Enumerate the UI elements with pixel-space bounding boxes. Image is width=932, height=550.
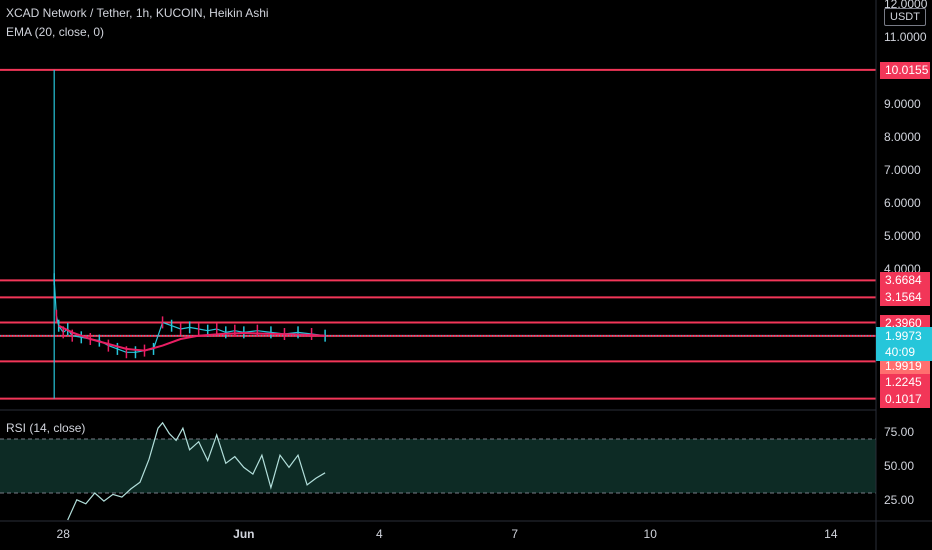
- price-tick-label: 7.0000: [884, 162, 921, 177]
- time-tick-label: 28: [56, 527, 70, 541]
- price-series: [53, 69, 326, 399]
- rsi-series: [67, 421, 326, 521]
- rsi-band: [0, 438, 876, 494]
- price-tick-label: 11.0000: [884, 30, 927, 45]
- time-tick-label: 4: [375, 527, 383, 541]
- price-tick-label: 6.0000: [884, 196, 921, 210]
- price-tick-label: 9.0000: [884, 96, 921, 111]
- rsi-band-fill: [0, 439, 876, 493]
- level-badge-1: 3.6684: [880, 272, 930, 290]
- time-tick-label: Jun: [233, 527, 255, 541]
- ema-line: [58, 324, 326, 352]
- time-tick-label: 10: [643, 527, 657, 541]
- current-price-value: 1.9973: [885, 328, 922, 343]
- rsi-tick-label: 75.00: [884, 425, 915, 440]
- price-tick-label: 5.0000: [884, 229, 921, 244]
- current-price-tag: 1.9973 40:09: [876, 326, 932, 361]
- chart-title: XCAD Network / Tether, 1h, KUCOIN, Heiki…: [6, 6, 269, 20]
- ema-legend[interactable]: EMA (20, close, 0): [6, 25, 105, 39]
- level-badge-5: 1.2245: [880, 374, 930, 391]
- level-badge-2: 3.1564: [880, 289, 930, 307]
- rsi-line: [67, 421, 326, 521]
- rsi-tick-label: 25.00: [884, 492, 915, 507]
- rsi-tick-label: 50.00: [884, 459, 915, 473]
- level-badge-6: 0.1017: [880, 390, 930, 408]
- price-tick-label: 8.0000: [884, 129, 921, 144]
- time-tick-label: 7: [511, 527, 519, 541]
- price-line: [53, 279, 326, 353]
- level-lines: [0, 68, 876, 400]
- level-badge-0: 10.0155: [880, 61, 930, 79]
- time-tick-label: 14: [824, 527, 838, 541]
- price-tick-label: 12.0000: [884, 0, 928, 11]
- currency-unit-button[interactable]: USDT: [884, 8, 926, 26]
- ema-series: [58, 324, 326, 352]
- bar-countdown: 40:09: [885, 344, 916, 359]
- rsi-legend[interactable]: RSI (14, close): [6, 421, 86, 435]
- level-badge-4: 1.9919: [880, 358, 930, 375]
